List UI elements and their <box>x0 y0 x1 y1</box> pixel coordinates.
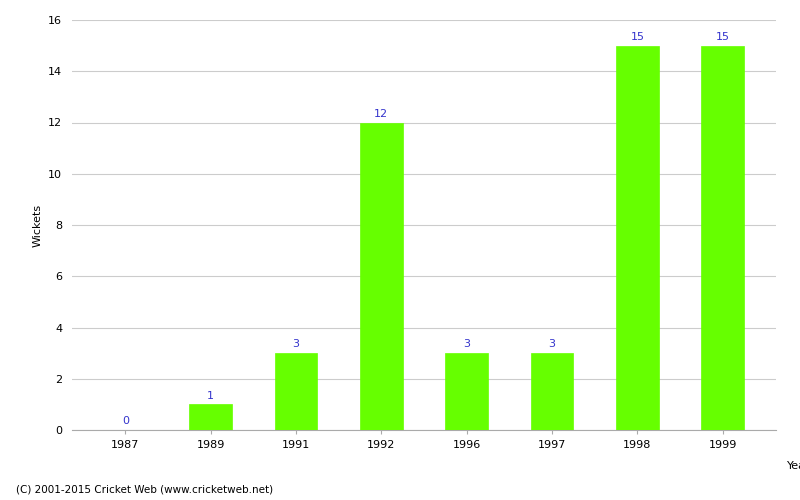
Text: 0: 0 <box>122 416 129 426</box>
Text: (C) 2001-2015 Cricket Web (www.cricketweb.net): (C) 2001-2015 Cricket Web (www.cricketwe… <box>16 485 273 495</box>
Bar <box>446 353 488 430</box>
Text: 15: 15 <box>630 32 644 42</box>
Bar <box>360 122 402 430</box>
Text: 12: 12 <box>374 108 388 118</box>
Bar <box>616 46 658 430</box>
Text: 3: 3 <box>549 340 555 349</box>
Bar <box>274 353 318 430</box>
Text: Year: Year <box>787 460 800 470</box>
Bar <box>702 46 744 430</box>
Bar <box>530 353 574 430</box>
Text: 3: 3 <box>463 340 470 349</box>
Y-axis label: Wickets: Wickets <box>33 204 42 246</box>
Text: 1: 1 <box>207 390 214 400</box>
Text: 15: 15 <box>716 32 730 42</box>
Text: 3: 3 <box>293 340 299 349</box>
Bar <box>190 404 232 430</box>
